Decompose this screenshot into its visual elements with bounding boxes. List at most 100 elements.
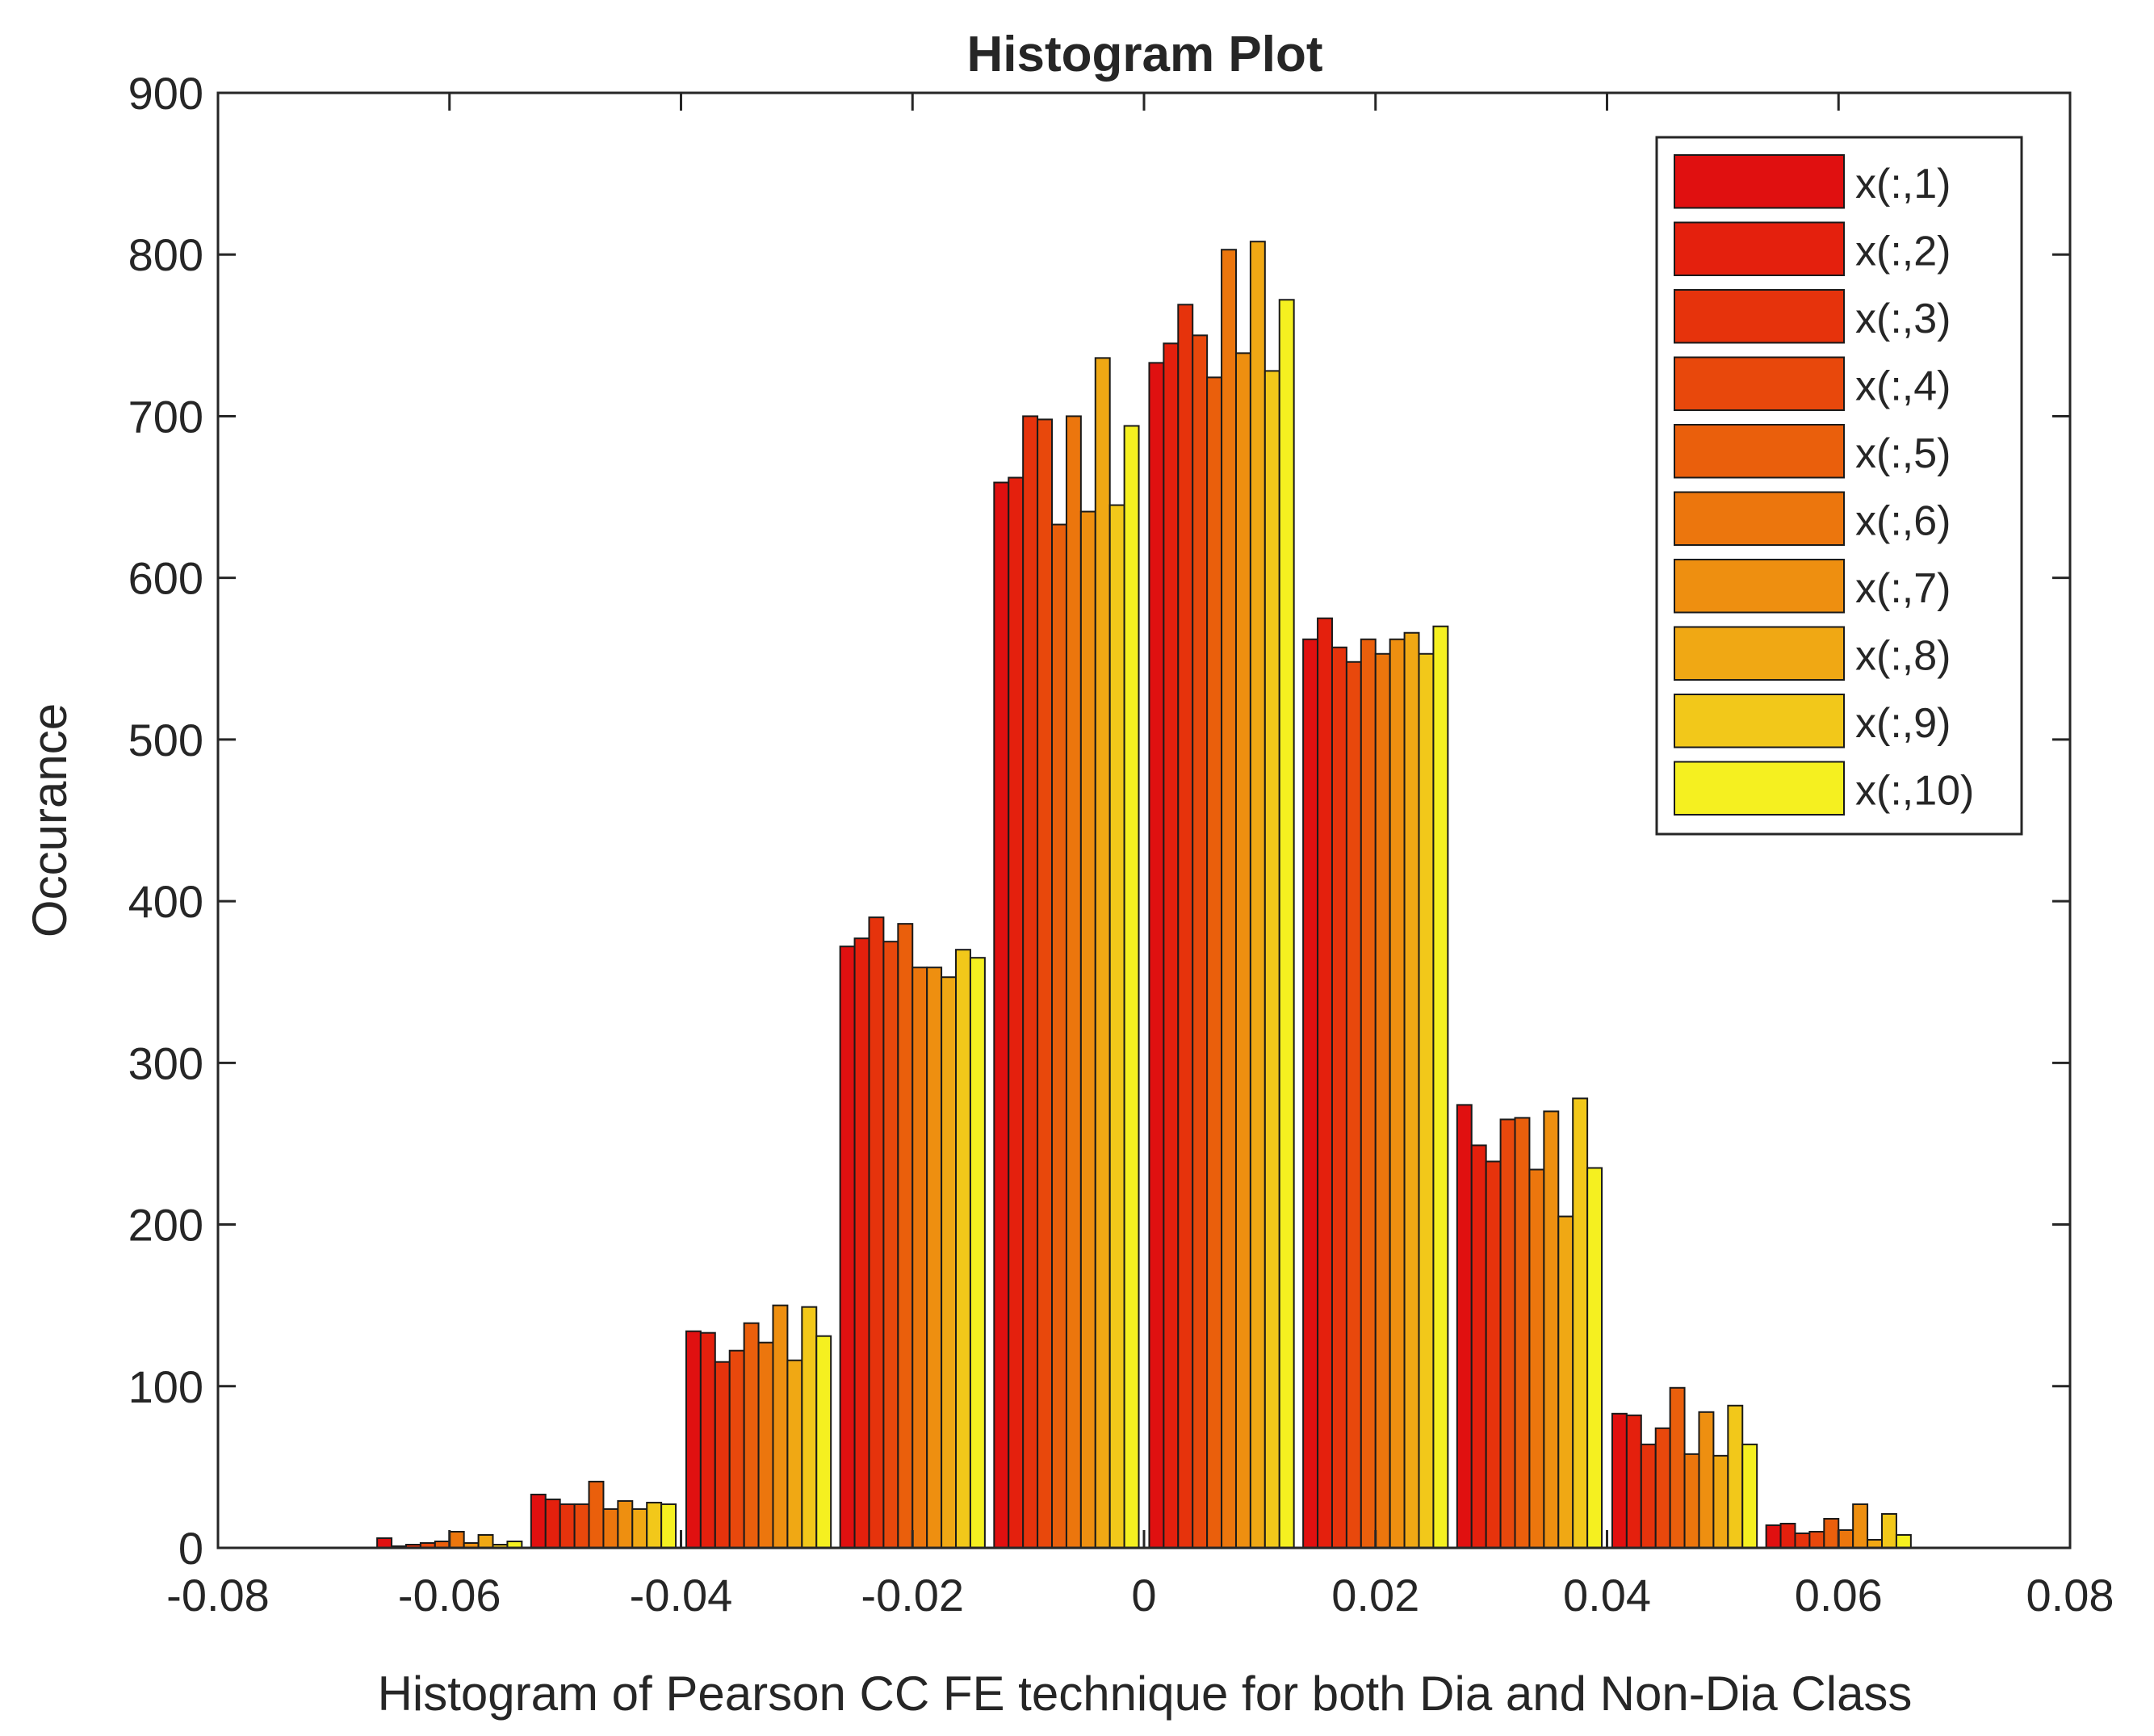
- legend-swatch: [1674, 221, 1845, 276]
- histogram-bar: [1698, 1411, 1715, 1549]
- legend-label: x(:,7): [1855, 565, 1951, 612]
- histogram-bar: [1528, 1168, 1545, 1549]
- x-tick-label: -0.04: [630, 1570, 733, 1621]
- histogram-bar: [1611, 1412, 1628, 1549]
- histogram-bar: [588, 1480, 605, 1549]
- histogram-bar: [1065, 415, 1082, 1549]
- histogram-bar: [1895, 1533, 1912, 1549]
- histogram-bar: [993, 481, 1010, 1549]
- histogram-bar: [1192, 334, 1209, 1549]
- histogram-bar: [1557, 1215, 1574, 1549]
- legend-label: x(:,4): [1855, 363, 1951, 409]
- histogram-bar: [1712, 1454, 1729, 1549]
- histogram-bar: [559, 1503, 576, 1549]
- legend-label: x(:,6): [1855, 497, 1951, 544]
- histogram-bar: [1389, 638, 1406, 1549]
- legend-label: x(:,9): [1855, 700, 1951, 747]
- y-tick-label: 900: [128, 68, 203, 119]
- histogram-bar: [1345, 660, 1362, 1549]
- histogram-bar: [1263, 370, 1280, 1549]
- histogram-bar: [1586, 1167, 1603, 1549]
- histogram-bar: [815, 1335, 832, 1549]
- x-tick-label: -0.02: [861, 1570, 964, 1621]
- histogram-bar: [882, 941, 899, 1549]
- histogram-bar: [1331, 646, 1347, 1549]
- histogram-bar: [1808, 1530, 1825, 1549]
- x-axis: -0.08 -0.06 -0.04 -0.02 0 0.02 0.04 0.06 0.08: [166, 93, 2114, 1621]
- x-tick-label: 0.02: [1331, 1570, 1419, 1621]
- legend: x(:,1) x(:,2) x(:,3) x(:,4) x(:,5) x(:,6) x(:,…: [1655, 136, 2023, 836]
- histogram-bar: [530, 1493, 547, 1549]
- y-tick-label: 0: [178, 1523, 203, 1574]
- histogram-bar: [1867, 1538, 1884, 1549]
- histogram-bar: [1432, 625, 1449, 1549]
- histogram-bar: [853, 937, 870, 1549]
- legend-swatch: [1674, 491, 1845, 546]
- y-tick-label: 300: [128, 1038, 203, 1088]
- histogram-bar: [660, 1503, 677, 1549]
- histogram-bar: [1123, 425, 1140, 1549]
- histogram-bar: [1765, 1524, 1782, 1549]
- histogram-bar: [699, 1331, 716, 1549]
- legend-label: x(:,10): [1855, 767, 1974, 814]
- histogram-bar: [1779, 1522, 1796, 1549]
- histogram-bar: [1543, 1110, 1560, 1549]
- legend-swatch: [1674, 289, 1845, 344]
- histogram-bar: [839, 946, 856, 1549]
- histogram-bar: [477, 1533, 494, 1549]
- legend-swatch: [1674, 626, 1845, 681]
- x-tick-label: 0: [1131, 1570, 1156, 1621]
- histogram-bar: [448, 1530, 465, 1549]
- legend-label: x(:,5): [1855, 430, 1951, 477]
- histogram-bar: [911, 967, 928, 1549]
- y-tick-label: 800: [128, 229, 203, 280]
- histogram-bar: [1625, 1414, 1642, 1549]
- x-tick-label: -0.06: [398, 1570, 501, 1621]
- histogram-bar: [868, 916, 885, 1549]
- legend-label: x(:,3): [1855, 296, 1951, 342]
- histogram-bar: [1485, 1160, 1502, 1549]
- histogram-bar: [941, 976, 958, 1549]
- histogram-bar: [926, 967, 943, 1549]
- histogram-bar: [1418, 652, 1435, 1549]
- histogram-bar: [617, 1499, 634, 1549]
- histogram-bar: [955, 949, 971, 1549]
- histogram-bar: [1234, 352, 1251, 1549]
- histogram-bar: [1221, 249, 1237, 1549]
- histogram-bar: [1514, 1117, 1531, 1549]
- legend-swatch: [1674, 694, 1845, 748]
- histogram-bar: [1278, 299, 1295, 1549]
- histogram-bar: [1108, 504, 1125, 1549]
- histogram-bar: [685, 1330, 702, 1549]
- histogram-bar: [714, 1361, 731, 1549]
- histogram-bar: [1727, 1404, 1744, 1549]
- histogram-bar: [602, 1507, 619, 1549]
- histogram-bar: [1051, 523, 1067, 1549]
- histogram-bar: [743, 1322, 760, 1549]
- histogram-bar: [1823, 1517, 1840, 1549]
- histogram-bar: [1022, 415, 1039, 1549]
- chart-title: Histogram Plot: [967, 27, 1323, 82]
- histogram-bar: [1794, 1532, 1811, 1549]
- histogram-bar: [631, 1507, 648, 1549]
- plot-bars: [376, 241, 1912, 1549]
- histogram-bar: [1302, 638, 1319, 1549]
- legend-label: x(:,8): [1855, 632, 1951, 679]
- histogram-bar: [1881, 1512, 1897, 1549]
- histogram-bar: [772, 1304, 789, 1549]
- histogram-bar: [1640, 1443, 1657, 1549]
- histogram-bar: [1163, 342, 1180, 1549]
- histogram-bar: [1852, 1503, 1869, 1549]
- histogram-bar: [969, 957, 986, 1549]
- histogram-bar: [646, 1501, 663, 1549]
- histogram-bar: [1470, 1144, 1487, 1549]
- x-tick-label: 0.06: [1795, 1570, 1883, 1621]
- histogram-bar: [1741, 1443, 1758, 1549]
- y-axis: 0 100 200 300 400 500 600 700 800 900: [128, 68, 2070, 1574]
- histogram-bar: [573, 1503, 590, 1549]
- x-axis-label: Histogram of Pearson CC FE technique for…: [378, 1667, 1913, 1721]
- histogram-bar: [1079, 510, 1096, 1549]
- histogram-bar: [1206, 376, 1223, 1549]
- histogram-bar: [757, 1341, 774, 1549]
